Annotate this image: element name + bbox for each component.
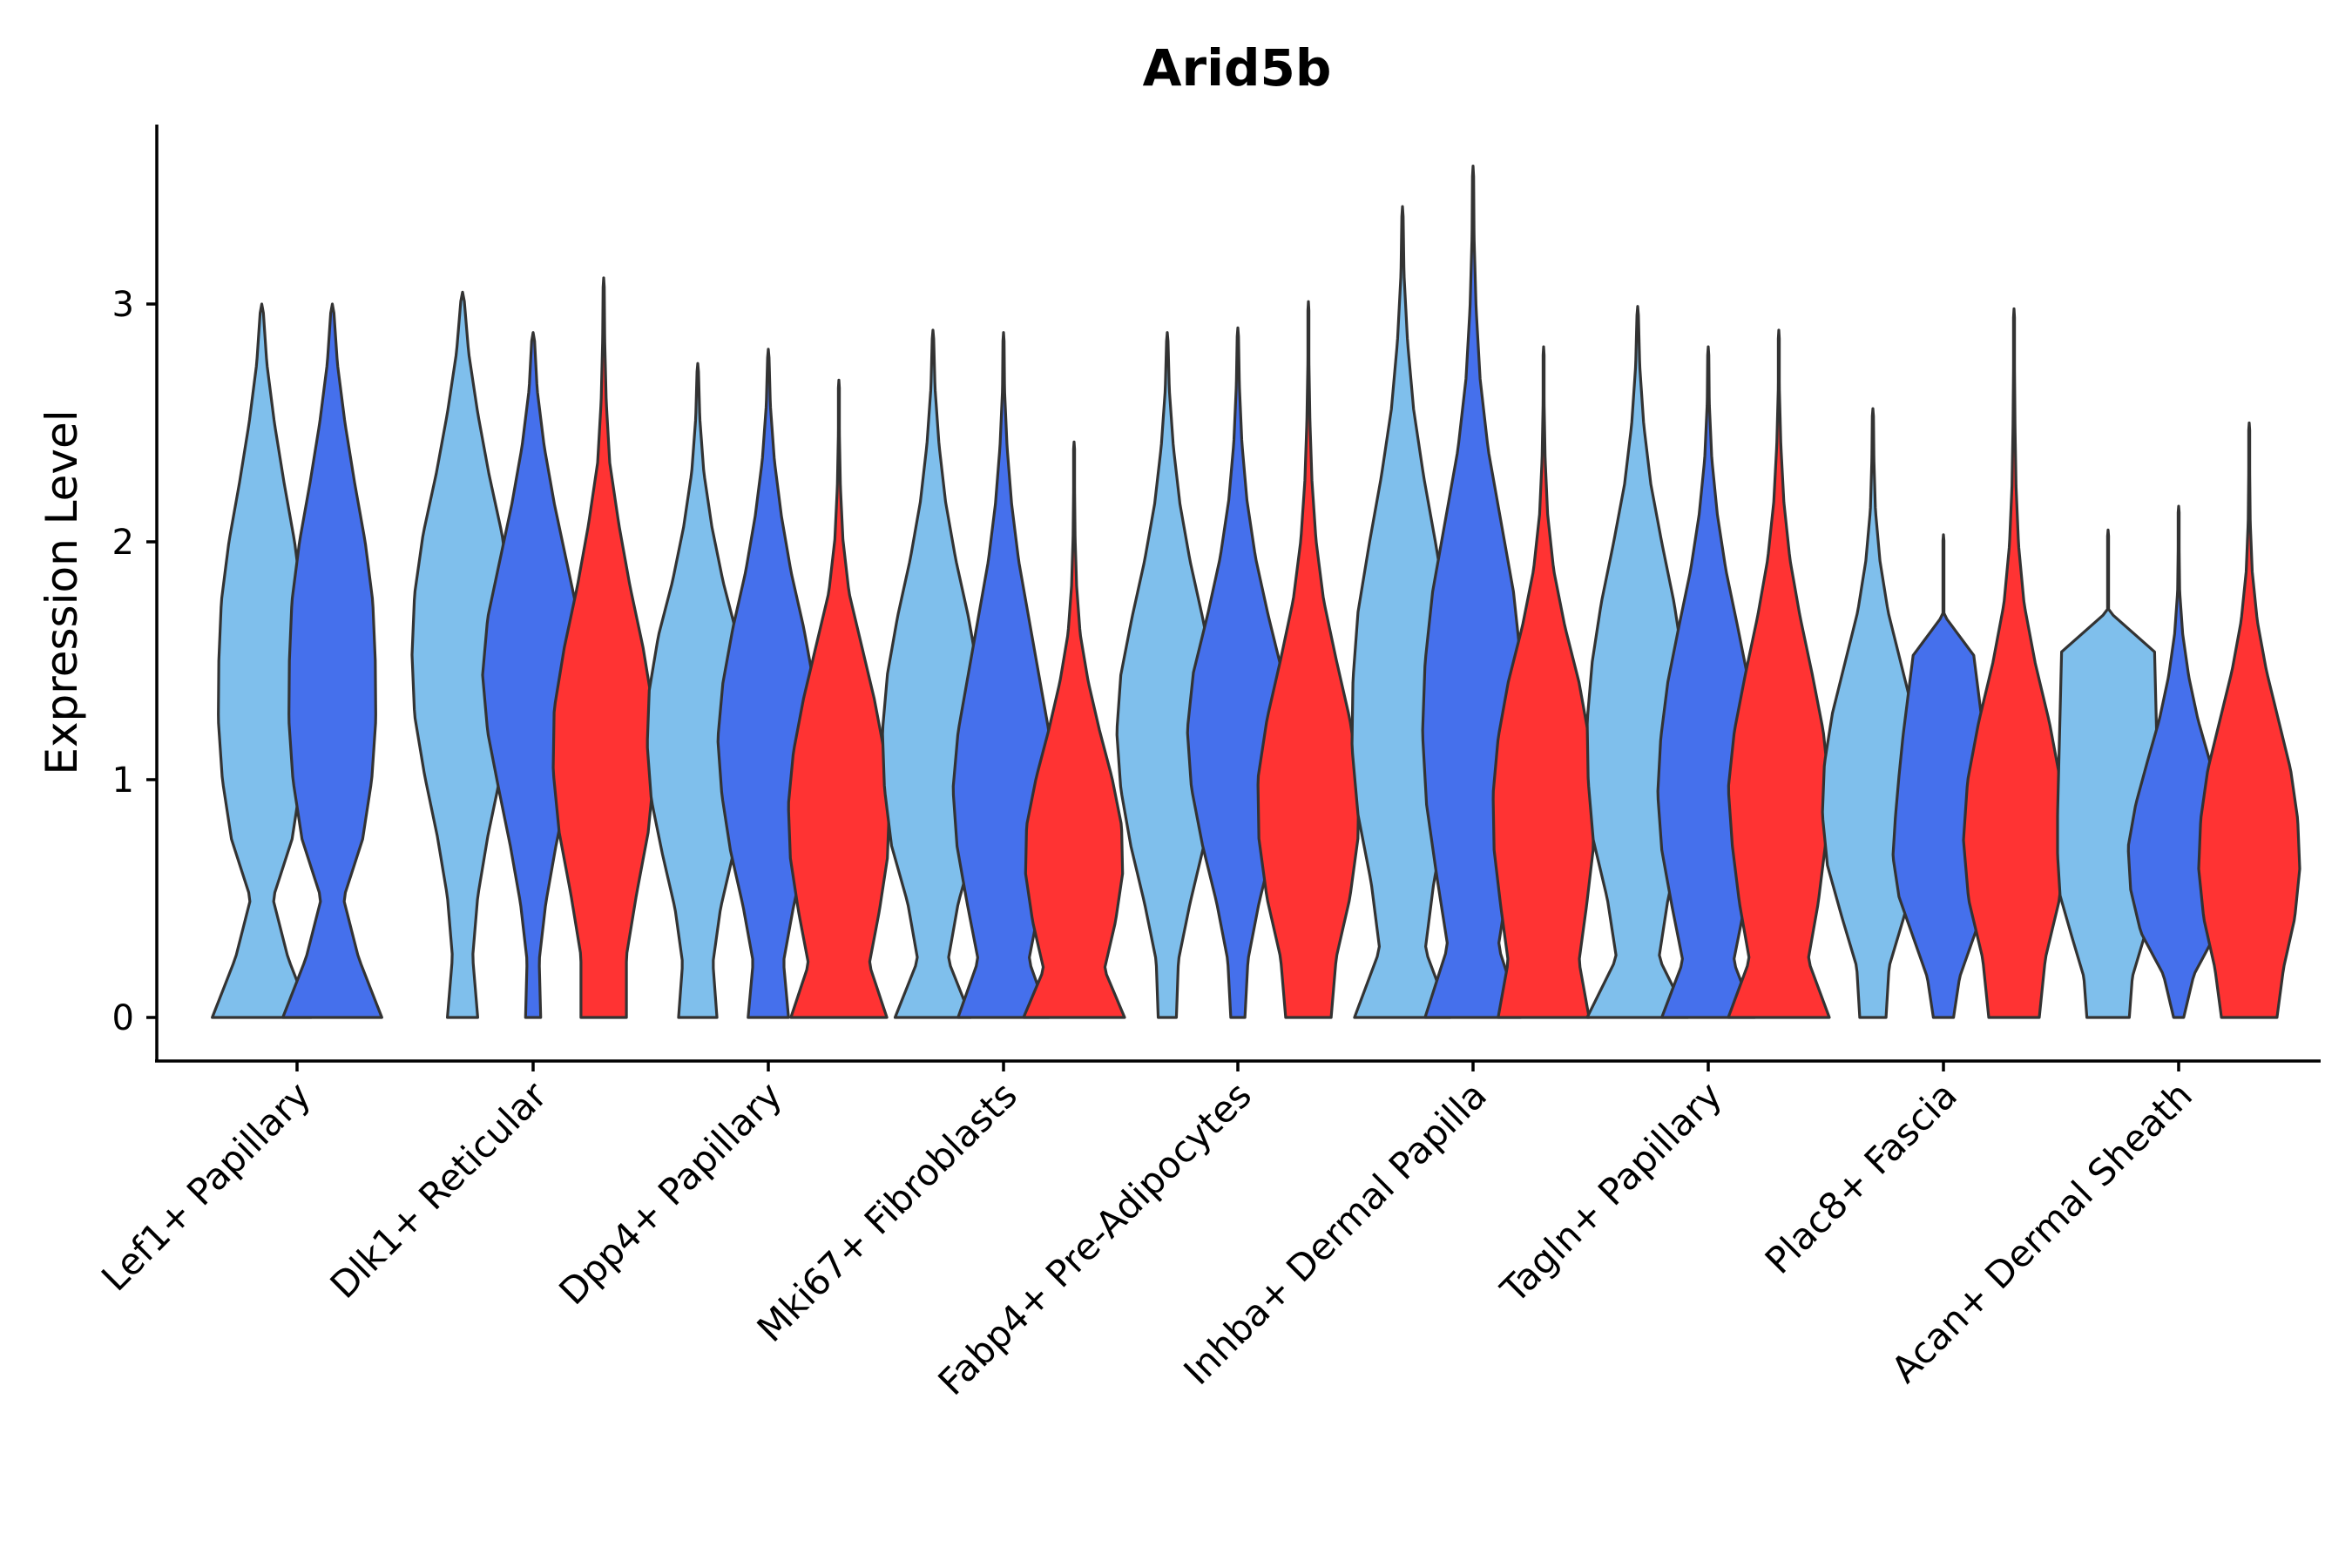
violin-mark [787,378,891,1019]
violins-layer [211,165,2301,1019]
x-category-label: Tagln+ Papillary [1492,1073,1730,1311]
y-tick-label: 3 [112,285,134,325]
violin-mark [2197,421,2301,1019]
violin-mark [1491,345,1596,1019]
x-category-label: Lef1+ Papillary [93,1073,319,1299]
violin-mark [281,302,383,1019]
x-category-label: Dlk1+ Reticular [322,1073,556,1307]
y-ticks: 0 1 2 3 [112,285,157,1038]
violin-mark [1022,440,1126,1019]
x-category-label: Dpp4+ Papillary [551,1073,790,1313]
chart-title: Arid5b [1143,38,1332,98]
y-tick-label: 1 [112,760,134,801]
y-axis-label: Expression Level [37,409,87,774]
x-category-label: Mki67+ Fibroblasts [749,1073,1025,1349]
y-tick-label: 2 [112,523,134,563]
y-tick-label: 0 [112,998,134,1038]
violin-mark [1962,307,2066,1019]
violin-mark [551,276,656,1019]
x-category-label: Plac8+ Fascia [1757,1073,1965,1281]
